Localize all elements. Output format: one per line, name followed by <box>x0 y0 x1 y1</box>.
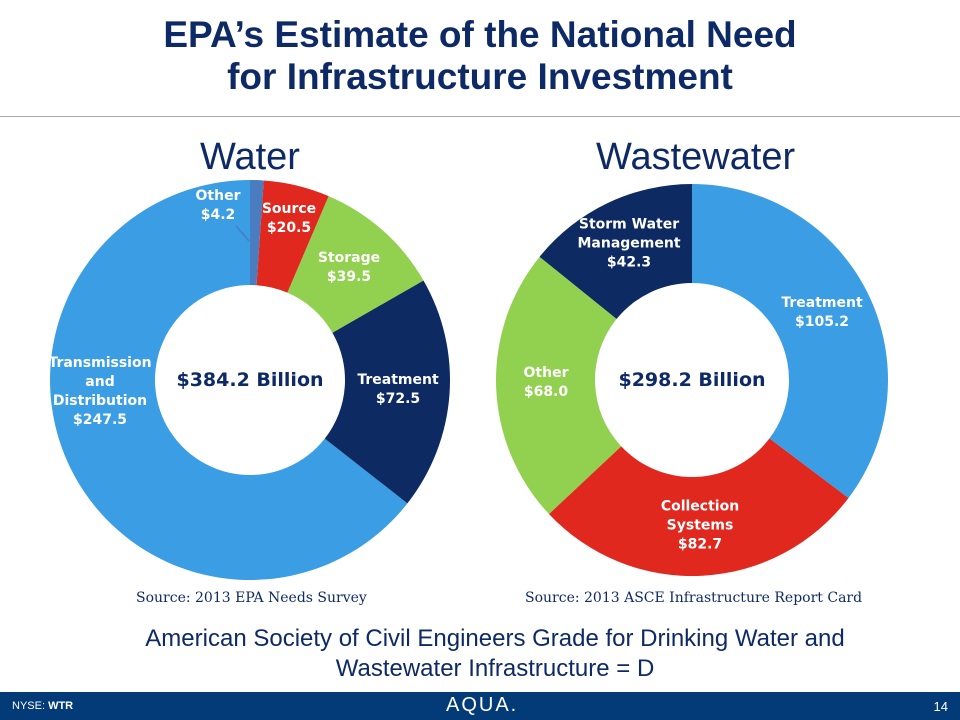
ww-value-other: $68.0 <box>523 384 569 400</box>
ww-value-storm: $42.3 <box>606 254 652 271</box>
slide-title: EPA’s Estimate of the National Need for I… <box>0 14 960 98</box>
other-pointer-line <box>235 225 250 242</box>
ww-value-treatment: $105.2 <box>794 314 850 330</box>
water-label-other: Other <box>195 188 241 204</box>
water-total: $384.2 Billion <box>176 369 324 391</box>
water-value-other: $4.2 <box>200 207 236 223</box>
title-line-2: for Infrastructure Investment <box>227 56 733 97</box>
page-number: 14 <box>933 699 948 714</box>
ticker-prefix: NYSE: <box>12 700 49 712</box>
ww-value-collection: $82.7 <box>677 536 723 553</box>
wastewater-slice-treatment <box>692 184 888 498</box>
title-line-1: EPA’s Estimate of the National Need <box>163 14 797 55</box>
water-label-source: Source <box>261 201 317 217</box>
aqua-logo: AQUA. <box>446 694 519 716</box>
wastewater-slice-other <box>496 256 622 515</box>
water-value-storage: $39.5 <box>326 269 372 285</box>
ww-label-other: Other <box>523 365 569 381</box>
ww-label-storm: Storm Water Management <box>577 216 681 252</box>
water-value-source: $20.5 <box>266 220 312 236</box>
water-label-td: Transmission and Distribution <box>48 355 152 409</box>
wastewater-total: $298.2 Billion <box>618 369 766 391</box>
water-source: Source: 2013 EPA Needs Survey <box>136 590 367 606</box>
footer: NYSE: WTR AQUA. 14 <box>0 692 960 720</box>
water-subtitle: Water <box>200 136 300 178</box>
ww-label-treatment: Treatment <box>781 295 863 311</box>
wastewater-subtitle: Wastewater <box>596 136 796 178</box>
water-label-treatment: Treatment <box>357 372 439 388</box>
divider <box>0 116 960 117</box>
water-slice-source <box>256 180 329 293</box>
water-slice-transmission-and-distribution <box>49 180 408 581</box>
ticker: NYSE: WTR <box>12 700 73 712</box>
wastewater-slice-storm-water-management <box>539 184 692 320</box>
water-slice-storage <box>287 196 424 333</box>
water-slice-treatment <box>324 280 450 504</box>
water-slice-other <box>250 180 264 286</box>
water-value-td: $247.5 <box>72 412 128 428</box>
ticker-symbol: WTR <box>48 700 74 712</box>
wastewater-slice-collection-systems <box>549 438 849 576</box>
ww-label-collection: Collection Systems <box>660 498 740 534</box>
grade-statement: American Society of Civil Engineers Grad… <box>145 625 845 682</box>
wastewater-source: Source: 2013 ASCE Infrastructure Report … <box>525 590 863 606</box>
water-value-treatment: $72.5 <box>375 391 421 407</box>
water-label-storage: Storage <box>317 250 381 266</box>
